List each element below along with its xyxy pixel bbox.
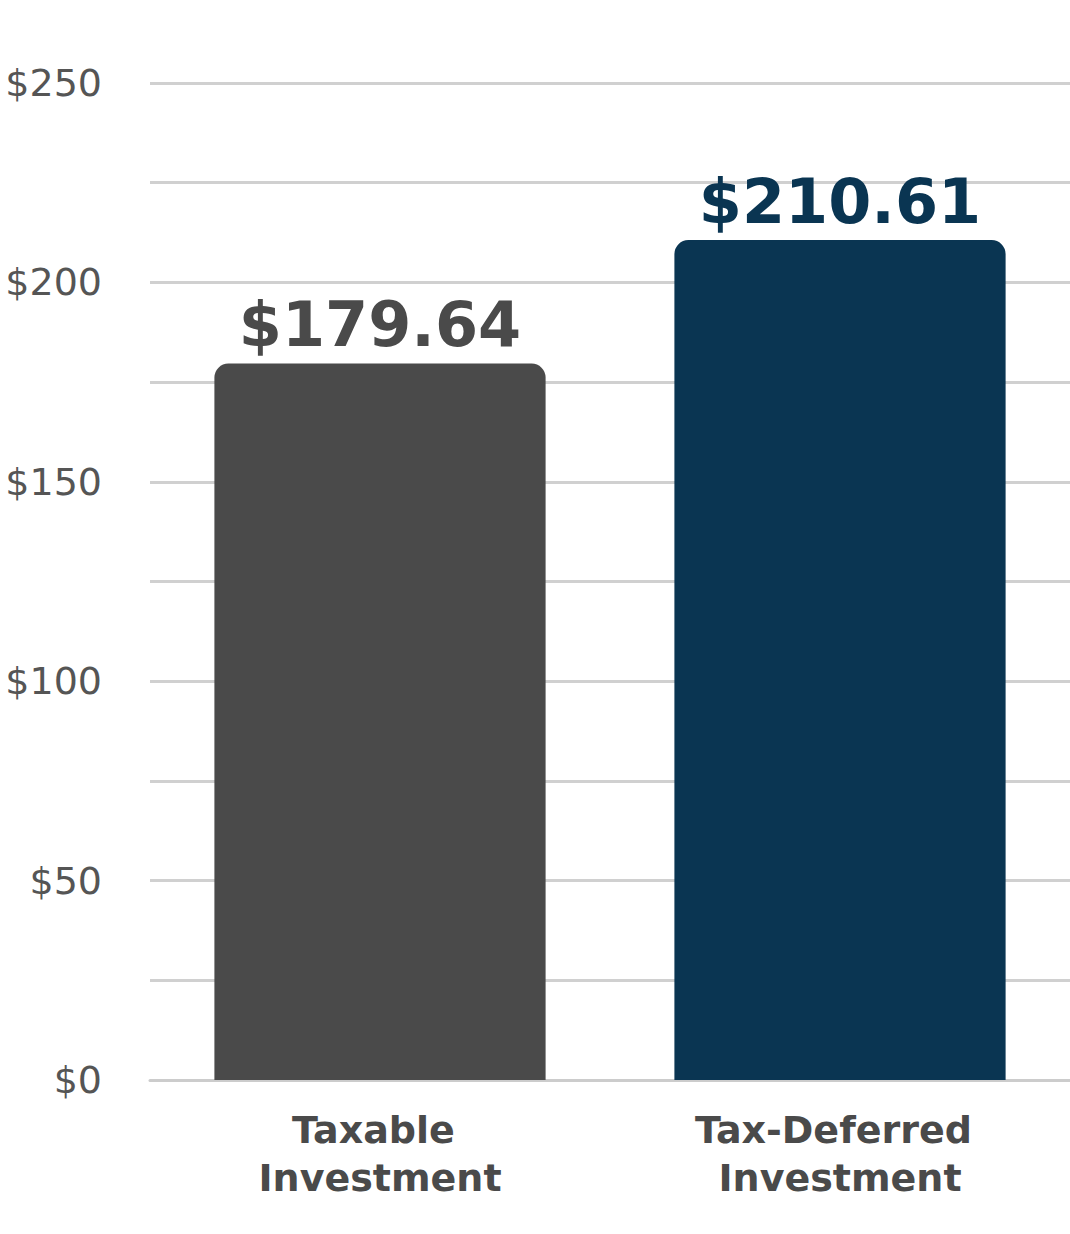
svg-text:Investment: Investment <box>258 1156 501 1200</box>
svg-text:$0: $0 <box>54 1058 102 1102</box>
svg-text:$100: $100 <box>5 659 102 703</box>
svg-text:Investment: Investment <box>718 1156 961 1200</box>
svg-text:$179.64: $179.64 <box>239 288 521 361</box>
svg-text:Tax-Deferred: Tax-Deferred <box>695 1108 985 1152</box>
svg-text:$250: $250 <box>5 61 102 105</box>
svg-text:$200: $200 <box>5 260 102 304</box>
svg-text:$210.61: $210.61 <box>699 165 981 238</box>
svg-text:$50: $50 <box>29 859 102 903</box>
svg-text:Taxable: Taxable <box>292 1108 468 1152</box>
svg-text:$150: $150 <box>5 460 102 504</box>
